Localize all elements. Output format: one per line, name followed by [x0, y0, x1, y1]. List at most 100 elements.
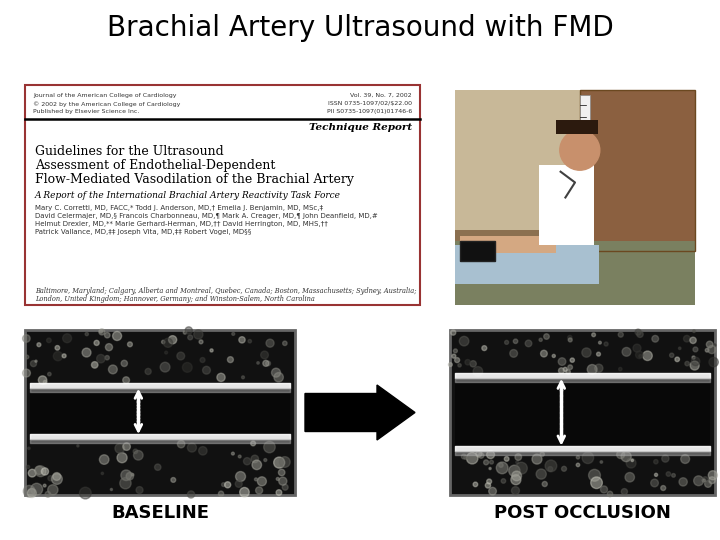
Text: Flow-Mediated Vasodilation of the Brachial Artery: Flow-Mediated Vasodilation of the Brachi… — [35, 173, 354, 186]
Circle shape — [541, 350, 547, 357]
Circle shape — [117, 453, 127, 463]
Circle shape — [478, 453, 484, 458]
Circle shape — [675, 357, 680, 362]
Circle shape — [276, 477, 279, 481]
Circle shape — [713, 344, 716, 347]
Circle shape — [540, 452, 544, 456]
Circle shape — [184, 331, 186, 334]
Circle shape — [53, 352, 63, 361]
Circle shape — [38, 376, 47, 384]
Text: Vol. 39, No. 7, 2002: Vol. 39, No. 7, 2002 — [351, 93, 412, 98]
Circle shape — [31, 483, 42, 495]
Circle shape — [625, 472, 634, 482]
Circle shape — [210, 349, 213, 352]
Circle shape — [85, 333, 89, 336]
Circle shape — [454, 357, 459, 363]
Circle shape — [240, 488, 249, 497]
Circle shape — [279, 457, 290, 467]
Circle shape — [467, 453, 478, 464]
Circle shape — [283, 341, 287, 346]
Circle shape — [683, 335, 690, 342]
Circle shape — [473, 367, 482, 376]
Circle shape — [708, 477, 716, 484]
Circle shape — [588, 469, 600, 481]
Circle shape — [516, 462, 527, 474]
Circle shape — [516, 461, 518, 464]
Circle shape — [105, 355, 109, 360]
Circle shape — [202, 366, 210, 374]
Text: London, United Kingdom; Hannover, Germany; and Winston-Salem, North Carolina: London, United Kingdom; Hannover, German… — [35, 295, 315, 303]
Circle shape — [188, 335, 193, 340]
Circle shape — [568, 365, 572, 369]
Circle shape — [109, 365, 117, 374]
Circle shape — [462, 454, 467, 459]
Circle shape — [597, 352, 600, 356]
Circle shape — [79, 487, 91, 499]
Circle shape — [539, 338, 542, 341]
Circle shape — [496, 462, 508, 474]
Circle shape — [199, 447, 207, 455]
Circle shape — [604, 342, 608, 346]
Circle shape — [187, 443, 197, 452]
Circle shape — [200, 357, 205, 362]
Text: © 2002 by the American College of Cardiology: © 2002 by the American College of Cardio… — [33, 101, 181, 106]
Circle shape — [633, 344, 641, 352]
Circle shape — [77, 445, 79, 447]
FancyArrow shape — [305, 385, 415, 440]
Circle shape — [257, 362, 259, 364]
Circle shape — [702, 477, 708, 483]
Circle shape — [30, 361, 37, 367]
Circle shape — [590, 477, 603, 489]
Text: ISSN 0735-1097/02/$22.00: ISSN 0735-1097/02/$22.00 — [328, 101, 412, 106]
Circle shape — [94, 340, 99, 346]
Circle shape — [618, 332, 624, 337]
Circle shape — [454, 349, 457, 353]
Circle shape — [690, 361, 699, 370]
Circle shape — [232, 333, 235, 335]
Circle shape — [652, 335, 659, 342]
Circle shape — [276, 490, 282, 495]
Circle shape — [168, 336, 176, 344]
Circle shape — [248, 340, 251, 343]
Circle shape — [126, 472, 133, 480]
Circle shape — [122, 377, 130, 383]
Text: Brachial Artery Ultrasound with FMD: Brachial Artery Ultrasound with FMD — [107, 14, 613, 42]
Circle shape — [515, 454, 521, 461]
Circle shape — [104, 333, 110, 338]
Circle shape — [505, 340, 508, 345]
Circle shape — [654, 473, 657, 476]
Circle shape — [99, 455, 109, 464]
Circle shape — [120, 477, 131, 489]
Circle shape — [41, 468, 48, 475]
Text: Assessment of Endothelial-Dependent: Assessment of Endothelial-Dependent — [35, 159, 275, 172]
Circle shape — [473, 482, 477, 487]
Circle shape — [96, 354, 105, 363]
Bar — [455, 240, 695, 305]
Circle shape — [62, 354, 66, 358]
Circle shape — [266, 361, 271, 366]
Circle shape — [476, 451, 482, 457]
Circle shape — [264, 458, 267, 462]
Circle shape — [225, 482, 230, 488]
Circle shape — [705, 481, 711, 487]
Circle shape — [279, 469, 285, 476]
Bar — [455, 90, 695, 305]
Circle shape — [194, 330, 203, 339]
Bar — [25, 330, 295, 495]
Circle shape — [545, 460, 557, 472]
Circle shape — [470, 361, 477, 367]
Circle shape — [693, 476, 703, 485]
Circle shape — [282, 484, 288, 490]
Circle shape — [709, 357, 719, 367]
Circle shape — [489, 468, 491, 470]
Circle shape — [99, 329, 102, 333]
Bar — [455, 245, 599, 284]
Circle shape — [105, 343, 112, 350]
Circle shape — [692, 356, 695, 359]
Bar — [580, 90, 695, 251]
Circle shape — [243, 457, 251, 465]
Bar — [25, 85, 420, 305]
Circle shape — [27, 447, 30, 449]
Circle shape — [251, 441, 256, 446]
Circle shape — [636, 331, 643, 338]
